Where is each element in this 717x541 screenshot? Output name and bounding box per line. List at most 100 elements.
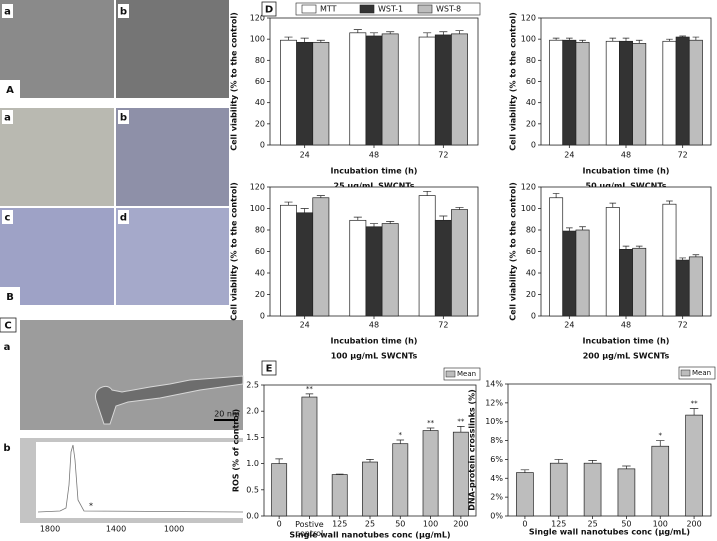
legend-label: Mean — [457, 370, 476, 378]
y-tick-label: 20 — [526, 119, 536, 128]
panel-label: D — [265, 5, 273, 16]
spectrum-tick-label: 1400 — [106, 525, 126, 534]
y-tick-label: 80 — [526, 56, 536, 65]
bar — [688, 39, 703, 146]
micrograph — [116, 0, 229, 98]
tem-image — [20, 320, 243, 430]
bar — [632, 43, 647, 146]
error-bar — [457, 426, 465, 433]
legend-swatch — [445, 370, 456, 378]
error-bar — [579, 226, 586, 230]
micrograph — [116, 208, 229, 305]
bar — [675, 36, 690, 146]
y-tick-label: 100 — [250, 204, 265, 213]
bar — [418, 195, 436, 317]
error-bar — [455, 207, 464, 210]
image-label: a — [4, 113, 11, 124]
image-label: c — [5, 213, 11, 224]
bar — [312, 41, 330, 146]
label-box — [0, 80, 20, 98]
error-bar — [579, 39, 586, 43]
x-tick-label: 24 — [300, 151, 310, 160]
x-tick-label: 72 — [438, 321, 448, 330]
y-tick-label: 80 — [255, 226, 265, 235]
image-label: b — [120, 7, 127, 18]
error-bar — [552, 37, 560, 41]
error-bar — [300, 37, 309, 43]
bar — [280, 204, 297, 317]
legend-swatch — [301, 4, 317, 14]
bar — [651, 445, 670, 517]
y-tick-label: 40 — [255, 269, 265, 278]
error-bar — [679, 257, 686, 261]
panel-label: B — [6, 292, 14, 303]
y-tick-label: 14% — [485, 380, 503, 389]
bar — [271, 463, 288, 517]
panel-box — [261, 1, 277, 17]
error-bar — [353, 29, 362, 33]
label-box — [0, 317, 17, 333]
y-tick-label: 60 — [526, 77, 536, 86]
error-bar — [439, 215, 448, 221]
y-tick-label: 100 — [521, 35, 536, 44]
error-bar — [609, 202, 617, 208]
bar — [619, 40, 633, 146]
x-tick-label: 48 — [369, 321, 379, 330]
bar — [549, 39, 564, 146]
error-bar — [666, 200, 673, 205]
y-tick-label: 100 — [521, 204, 536, 213]
x-tick-label: 125 — [551, 520, 566, 529]
spectrum-line — [37, 444, 244, 513]
significance-mark: ** — [457, 417, 465, 425]
y-tick-label: 6% — [490, 455, 503, 464]
bar — [349, 219, 367, 317]
error-bar — [588, 460, 597, 464]
error-bar — [635, 39, 643, 44]
error-bar — [622, 245, 630, 250]
label-box — [118, 110, 129, 124]
significance-mark: ** — [306, 385, 314, 393]
bar — [605, 207, 620, 317]
significance-mark: * — [399, 431, 403, 439]
y-tick-label: 120 — [521, 183, 536, 192]
error-bar — [609, 37, 617, 42]
error-bar — [635, 245, 643, 249]
error-bar — [622, 465, 631, 469]
legend-label: WST-1 — [378, 5, 403, 14]
y-tick-label: 8% — [490, 436, 503, 445]
y-tick-label: 1.5 — [246, 433, 259, 442]
y-tick-label: 2.5 — [246, 381, 259, 390]
error-bar — [566, 227, 573, 232]
image-label: b — [3, 443, 10, 454]
y-tick-label: 100 — [250, 35, 265, 44]
y-tick-label: 20 — [255, 119, 265, 128]
x-tick-label: 48 — [621, 321, 631, 330]
x-tick-label: 0 — [277, 520, 282, 529]
x-tick-label: 200 — [453, 520, 468, 529]
label-box — [118, 4, 129, 18]
image-label: d — [120, 213, 127, 224]
y-axis-label: ROS (% of control) — [232, 409, 241, 492]
y-tick-label: 0 — [531, 141, 536, 150]
y-tick-label: 0.0 — [246, 512, 259, 521]
y-tick-label: 20 — [526, 290, 536, 299]
bar — [675, 259, 690, 317]
error-bar — [692, 36, 700, 41]
x-tick-label: 25 — [587, 520, 597, 529]
error-bar — [554, 459, 563, 464]
y-tick-label: 40 — [255, 98, 265, 107]
y-tick-label: 0 — [531, 312, 536, 321]
chart-subtitle: 25 μg/mL SWCNTs — [334, 182, 415, 191]
x-tick-label: 72 — [678, 151, 688, 160]
x-tick-label: 24 — [564, 321, 574, 330]
x-tick-label: 24 — [564, 151, 574, 160]
error-bar — [275, 458, 283, 464]
error-bar — [423, 190, 432, 196]
bar — [583, 462, 602, 517]
y-tick-label: 10% — [485, 417, 503, 426]
spectrum-tick-label: 1000 — [164, 525, 184, 534]
micrograph — [0, 108, 114, 206]
y-tick-label: 0 — [260, 312, 265, 321]
x-tick-label: 200 — [686, 520, 701, 529]
